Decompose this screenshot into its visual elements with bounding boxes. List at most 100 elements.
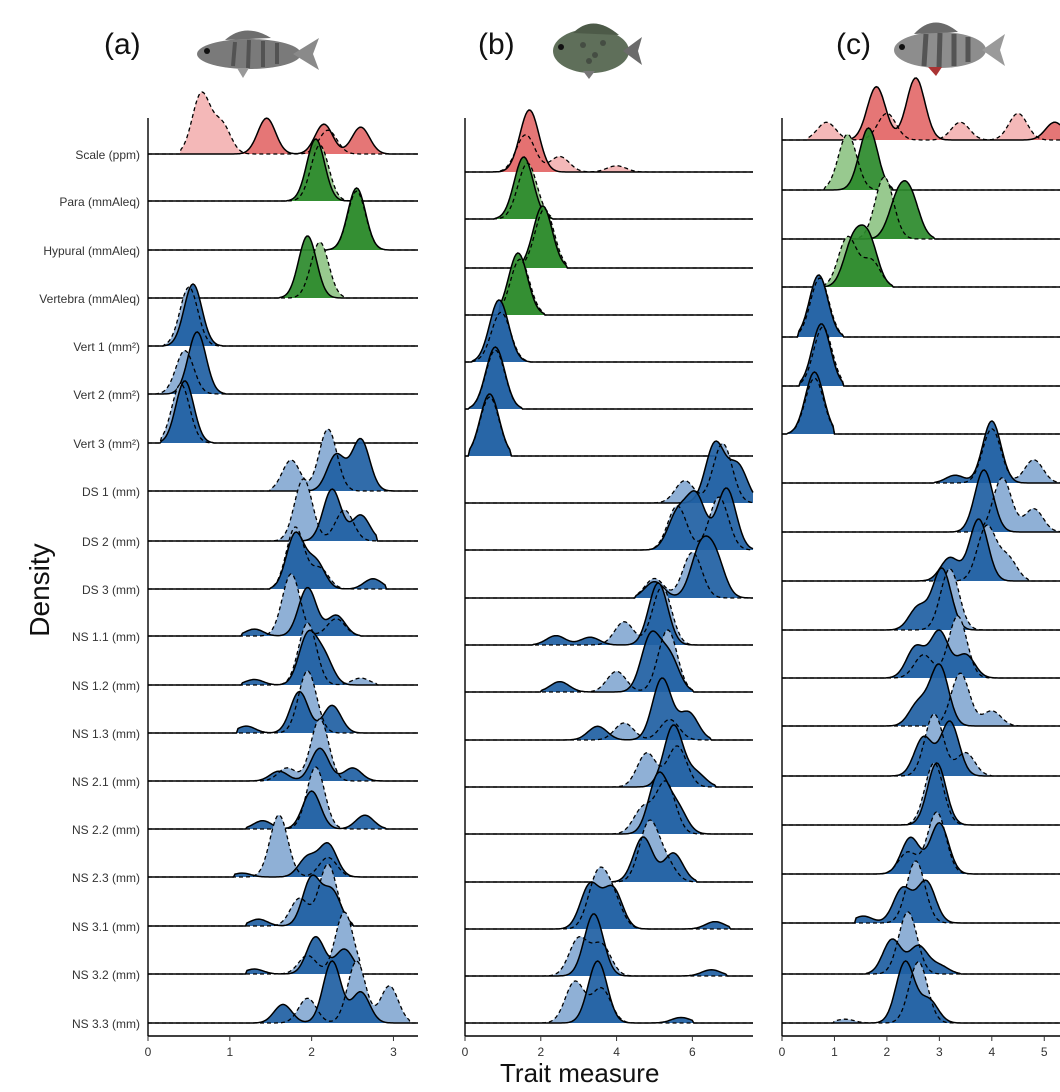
density-line-dashed bbox=[148, 91, 418, 155]
density-line-solid bbox=[465, 724, 753, 788]
density-fill-dashed bbox=[148, 574, 418, 636]
sunfish-fish-icon bbox=[553, 23, 642, 79]
ridge-2 bbox=[148, 138, 418, 202]
density-fill-solid bbox=[148, 630, 418, 685]
density-line-dashed bbox=[782, 811, 1060, 875]
density-fill-solid bbox=[782, 324, 1060, 386]
ridge-5 bbox=[782, 274, 1060, 338]
ridge-11 bbox=[148, 573, 418, 637]
ridge-10 bbox=[782, 518, 1060, 582]
density-line-dashed bbox=[465, 819, 753, 883]
ridge-7 bbox=[148, 380, 418, 444]
density-line-solid bbox=[148, 138, 418, 202]
ridge-label: NS 3.1 (mm) bbox=[72, 920, 140, 934]
ridge-15 bbox=[465, 771, 753, 835]
density-line-dashed bbox=[782, 428, 1060, 484]
density-line-solid bbox=[782, 629, 1060, 679]
density-line-solid bbox=[465, 960, 753, 1024]
ridge-18 bbox=[465, 913, 753, 977]
density-fill-solid bbox=[148, 284, 418, 346]
ridge-label: DS 2 (mm) bbox=[82, 535, 140, 549]
density-line-solid bbox=[465, 677, 753, 741]
density-line-solid bbox=[465, 252, 753, 316]
density-fill-solid bbox=[148, 381, 418, 443]
ridge-16 bbox=[465, 819, 753, 883]
ridge-label: NS 1.2 (mm) bbox=[72, 679, 140, 693]
density-fill-dashed bbox=[782, 673, 1060, 726]
density-line-solid bbox=[465, 836, 753, 883]
density-fill-solid bbox=[782, 421, 1060, 483]
ridge-label: Para (mmAleq) bbox=[59, 195, 140, 209]
ridge-15 bbox=[782, 762, 1060, 826]
density-line-solid bbox=[148, 586, 418, 637]
density-fill-solid bbox=[782, 961, 1060, 1023]
density-fill-solid bbox=[782, 519, 1060, 581]
panel-2: 0 2 4 6 bbox=[462, 109, 754, 1059]
ridge-label: Scale (ppm) bbox=[75, 148, 140, 162]
density-fill-dashed bbox=[148, 350, 418, 394]
density-line-solid bbox=[465, 299, 753, 363]
density-line-solid bbox=[148, 283, 418, 347]
density-fill-solid bbox=[148, 961, 418, 1023]
density-fill-solid bbox=[148, 188, 418, 250]
density-line-dashed bbox=[148, 670, 418, 734]
ridge-9 bbox=[465, 487, 754, 551]
ridge-4 bbox=[465, 252, 753, 316]
density-line-solid bbox=[782, 127, 1060, 191]
density-line-solid bbox=[148, 874, 418, 927]
density-line-solid bbox=[465, 535, 753, 599]
density-fill-solid bbox=[782, 568, 1060, 630]
ridge-label: NS 2.3 (mm) bbox=[72, 871, 140, 885]
ridge-12 bbox=[465, 629, 753, 693]
ridge-8 bbox=[782, 420, 1060, 484]
density-fill-dashed bbox=[148, 191, 418, 250]
density-fill-solid bbox=[148, 118, 418, 154]
x-tick-label: 5 bbox=[1041, 1045, 1048, 1059]
x-tick-label: 0 bbox=[145, 1045, 152, 1059]
density-line-solid bbox=[148, 331, 418, 395]
density-line-solid bbox=[465, 346, 753, 410]
density-fill-solid bbox=[148, 332, 418, 394]
density-fill-dashed bbox=[465, 443, 753, 503]
density-line-solid bbox=[782, 371, 1060, 435]
density-fill-dashed bbox=[148, 429, 418, 491]
density-line-solid bbox=[782, 469, 1060, 533]
density-line-dashed bbox=[465, 745, 753, 788]
ridge-8 bbox=[148, 428, 418, 492]
density-line-dashed bbox=[465, 780, 753, 835]
x-tick-label: 4 bbox=[613, 1045, 620, 1059]
density-line-solid bbox=[465, 393, 753, 457]
ridge-5 bbox=[148, 283, 418, 347]
perch-fish-icon bbox=[894, 22, 1005, 76]
ridge-6 bbox=[148, 331, 418, 395]
density-fill-solid bbox=[148, 691, 418, 733]
ridge-3 bbox=[148, 187, 418, 251]
density-fill-solid bbox=[465, 914, 753, 976]
ridge-19 bbox=[148, 960, 418, 1024]
density-line-solid bbox=[148, 117, 418, 155]
density-fill-solid bbox=[148, 489, 418, 541]
density-fill-solid bbox=[465, 961, 753, 1023]
panel-label-c: (c) bbox=[836, 28, 871, 61]
ridge-1 bbox=[782, 77, 1060, 141]
ridge-17 bbox=[148, 863, 418, 927]
panel-label-b: (b) bbox=[478, 28, 515, 61]
density-fill-dashed bbox=[465, 746, 753, 787]
density-fill-solid bbox=[465, 837, 753, 882]
ridge-16 bbox=[148, 814, 418, 878]
density-line-solid bbox=[465, 109, 753, 173]
density-line-solid bbox=[465, 881, 753, 930]
ridge-2 bbox=[782, 127, 1060, 191]
ridge-1 bbox=[148, 91, 418, 155]
density-line-solid bbox=[148, 690, 418, 734]
ridge-18 bbox=[148, 911, 418, 975]
density-fill-dashed bbox=[465, 552, 753, 598]
density-line-solid bbox=[782, 180, 1060, 240]
ridge-label: NS 3.2 (mm) bbox=[72, 968, 140, 982]
ridge-12 bbox=[148, 622, 418, 686]
density-line-solid bbox=[148, 437, 418, 492]
ridge-label: Hypural (mmAleq) bbox=[43, 244, 140, 258]
ridge-1 bbox=[465, 109, 753, 173]
ridge-11 bbox=[465, 582, 753, 646]
